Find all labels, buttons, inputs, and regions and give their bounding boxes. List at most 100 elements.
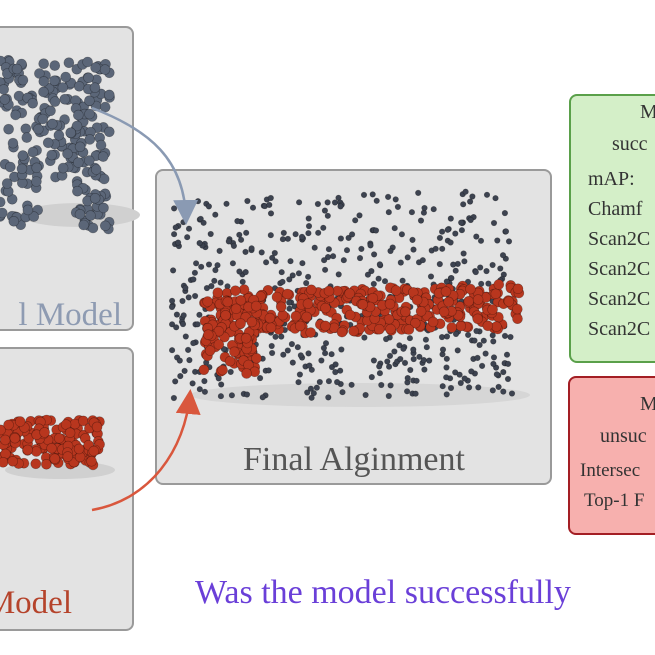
point [225, 238, 232, 245]
point [89, 82, 101, 93]
point [465, 331, 472, 339]
point [512, 313, 523, 325]
point [190, 340, 197, 347]
point [322, 340, 330, 347]
point [173, 324, 180, 331]
point [243, 229, 250, 236]
point [465, 283, 476, 295]
point [373, 323, 385, 335]
point [443, 278, 450, 285]
point [383, 336, 390, 343]
point [272, 258, 279, 265]
point [198, 263, 205, 270]
point [189, 380, 196, 387]
point [271, 291, 283, 303]
point [294, 320, 306, 332]
point [384, 358, 391, 365]
point [409, 236, 416, 243]
point [305, 284, 317, 296]
point [410, 356, 417, 363]
point [265, 367, 272, 374]
point [511, 303, 523, 315]
point [439, 228, 446, 235]
point [456, 371, 463, 378]
point [304, 389, 311, 396]
point [286, 299, 293, 306]
point [473, 327, 480, 335]
point [331, 199, 339, 206]
point [398, 231, 406, 238]
point [480, 337, 487, 344]
point [306, 362, 313, 369]
point [211, 277, 218, 284]
point [305, 350, 312, 357]
point [234, 218, 241, 225]
point [259, 394, 266, 401]
point [71, 120, 83, 132]
point [472, 294, 484, 305]
success-box [569, 94, 655, 363]
point [376, 370, 384, 377]
point [482, 320, 494, 332]
point [443, 364, 450, 371]
point [364, 271, 372, 278]
point [200, 219, 207, 226]
point [235, 294, 247, 306]
point [212, 267, 219, 274]
point [230, 242, 237, 249]
point [452, 369, 459, 376]
point [169, 347, 176, 354]
point [325, 378, 333, 385]
point [489, 387, 496, 394]
point [303, 280, 310, 287]
point [406, 335, 414, 342]
point [360, 191, 368, 198]
metric: Intersec [580, 460, 640, 481]
point [45, 105, 56, 117]
point [358, 245, 365, 252]
point [490, 338, 497, 345]
point [337, 203, 344, 210]
point [228, 392, 235, 399]
point [408, 209, 416, 216]
point [367, 242, 374, 249]
point [244, 197, 251, 205]
point [193, 260, 200, 267]
point [443, 391, 450, 398]
point [302, 298, 314, 310]
point [454, 347, 461, 354]
point [171, 231, 178, 238]
point [404, 388, 411, 395]
point [39, 427, 50, 438]
point [404, 375, 411, 382]
point [390, 285, 402, 296]
point [64, 427, 76, 439]
point [63, 57, 75, 69]
metric: Scan2C [588, 228, 650, 250]
point [458, 227, 466, 234]
point [57, 82, 69, 93]
point [460, 250, 467, 257]
point [82, 56, 93, 68]
point [501, 332, 509, 340]
point [84, 108, 95, 120]
point [504, 375, 512, 383]
point [385, 323, 396, 335]
point [194, 321, 201, 328]
point [14, 416, 26, 427]
point [87, 222, 99, 234]
point [72, 185, 83, 197]
point [479, 362, 486, 370]
point [416, 353, 423, 360]
point [38, 76, 50, 87]
point [443, 296, 454, 308]
point [495, 383, 502, 391]
point [305, 230, 312, 237]
point [286, 276, 293, 283]
point [469, 193, 476, 200]
point [378, 381, 385, 389]
point [180, 312, 187, 319]
point [463, 295, 475, 307]
point [196, 240, 203, 247]
point [436, 261, 443, 268]
